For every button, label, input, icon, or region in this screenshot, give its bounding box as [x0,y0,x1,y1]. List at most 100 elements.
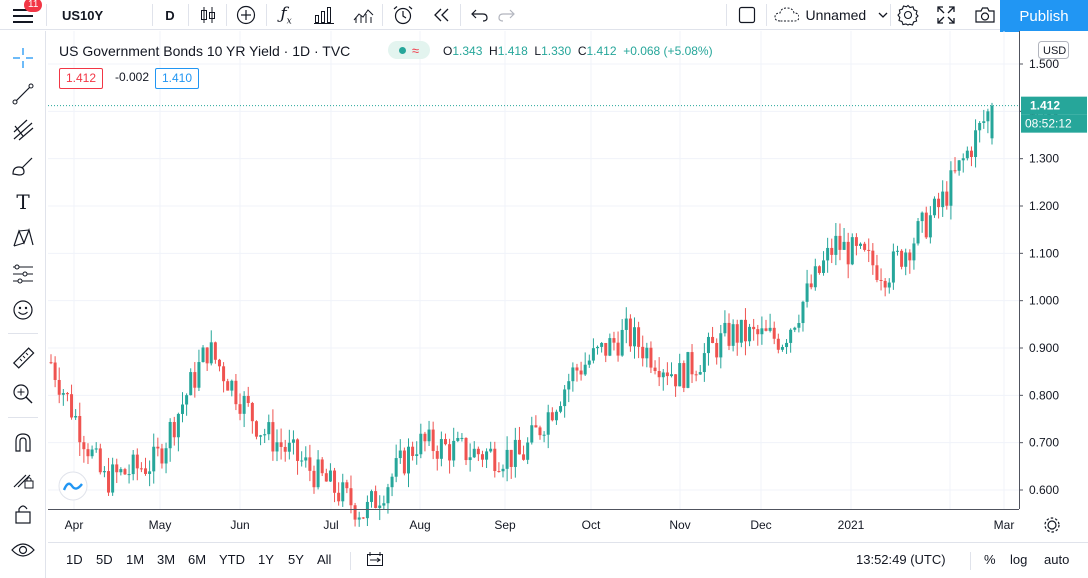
log-toggle[interactable]: log [1010,552,1028,567]
auto-toggle[interactable]: auto [1044,552,1070,567]
candle [616,331,620,362]
range-5d[interactable]: 5D [96,552,113,567]
goto-date-button[interactable] [366,551,384,569]
candle [661,369,665,391]
indicators-button[interactable]: ƒx [272,0,300,30]
brush-tool[interactable] [4,151,42,181]
candle [760,316,764,345]
candle [826,237,830,273]
icons-tool[interactable] [4,295,42,325]
candle [402,447,406,476]
price-chart[interactable]: 1.5001.4001.3001.2001.1001.0000.9000.800… [48,31,1088,542]
snapshot-button[interactable] [970,0,1000,30]
lock-tool[interactable] [4,499,42,529]
candle [579,361,583,381]
candle [435,445,439,471]
candle [600,342,604,353]
candle [370,489,374,508]
publish-button[interactable]: Publish [1000,0,1088,32]
range-5y[interactable]: 5Y [288,552,304,567]
zoom-tool[interactable] [4,379,42,409]
candle [148,460,152,487]
trend-line-tool[interactable] [4,79,42,109]
candle [180,392,184,423]
price-axis[interactable]: 1.5001.4001.3001.2001.1001.0000.9000.800… [1019,31,1088,542]
replay-button[interactable] [428,0,456,30]
countdown-label: 08:52:12 [1025,117,1072,131]
candle [571,362,575,392]
divider [266,4,267,26]
time-tick-label: Jun [230,518,249,532]
compare-button[interactable] [232,0,260,30]
chart-grid [48,31,1019,509]
drawing-mode-tool[interactable] [4,463,42,493]
measure-tool[interactable] [4,343,42,373]
candle [382,495,386,510]
fullscreen-select-button[interactable] [734,0,760,30]
crosshair-tool[interactable] [4,43,42,73]
candle-style-button[interactable] [194,0,222,30]
countdown-tag [1021,114,1087,133]
templates-button[interactable] [350,0,378,30]
candle [452,427,456,467]
candle [669,362,673,378]
range-1d[interactable]: 1D [66,552,83,567]
pattern-tool[interactable] [4,223,42,253]
range-all[interactable]: All [317,552,332,567]
candle [575,363,579,382]
candle [493,441,497,478]
plus-circle-icon [236,5,256,25]
time-tick-label: 2021 [838,518,865,532]
camera-icon [975,7,995,23]
time-axis[interactable]: Apr May Jun Jul Aug Sep Oct Nov Dec 2021 Mar [48,509,1060,533]
prediction-tool[interactable] [4,259,42,289]
candle [411,441,415,461]
menu-button[interactable]: 11 [0,0,46,30]
financials-button[interactable] [310,0,338,30]
fib-tool[interactable] [4,115,42,145]
range-6m[interactable]: 6M [188,552,207,567]
text-tool[interactable]: T [4,187,42,217]
visibility-tool[interactable] [4,535,42,565]
candle [743,308,747,356]
symbol-search[interactable]: US10Y [62,7,104,23]
candle [308,444,312,482]
layout-menu[interactable]: Unnamed [772,0,888,30]
percent-toggle[interactable]: % [984,552,996,567]
redo-button[interactable] [494,0,520,30]
candle [809,274,813,290]
time-tick-label: Oct [582,518,601,532]
interval-button[interactable]: D [165,7,175,23]
price-tick-label: 0.800 [1029,388,1059,402]
alert-button[interactable] [388,0,418,30]
expand-icon [937,6,955,24]
undo-button[interactable] [466,0,492,30]
magnet-tool[interactable] [4,427,42,457]
bid-price[interactable]: 1.412 [59,68,104,89]
ruler-icon [12,347,35,369]
candle [476,446,480,462]
candle [641,335,645,367]
candle [949,161,953,220]
range-1m[interactable]: 1M [126,552,145,567]
candle [230,379,234,397]
price-tick-label: 1.100 [1029,246,1059,260]
range-3m[interactable]: 3M [157,552,176,567]
candle [193,362,197,398]
fullscreen-button[interactable] [932,0,960,30]
candle [361,517,365,520]
price-tick-label: 0.700 [1029,436,1059,450]
candle [222,362,226,393]
range-ytd[interactable]: YTD [219,552,245,567]
ask-price[interactable]: 1.410 [155,68,200,89]
clock-time[interactable]: 13:52:49 (UTC) [856,552,946,567]
settings-button[interactable] [894,0,922,30]
candle [719,324,723,369]
candle [637,321,641,359]
range-1y[interactable]: 1Y [258,552,274,567]
candle [961,153,965,173]
candle [509,449,513,479]
eye-icon [11,543,35,557]
market-status[interactable]: ≈ [388,41,430,59]
series-title[interactable]: US Government Bonds 10 YR Yield · 1D · T… [59,43,351,59]
